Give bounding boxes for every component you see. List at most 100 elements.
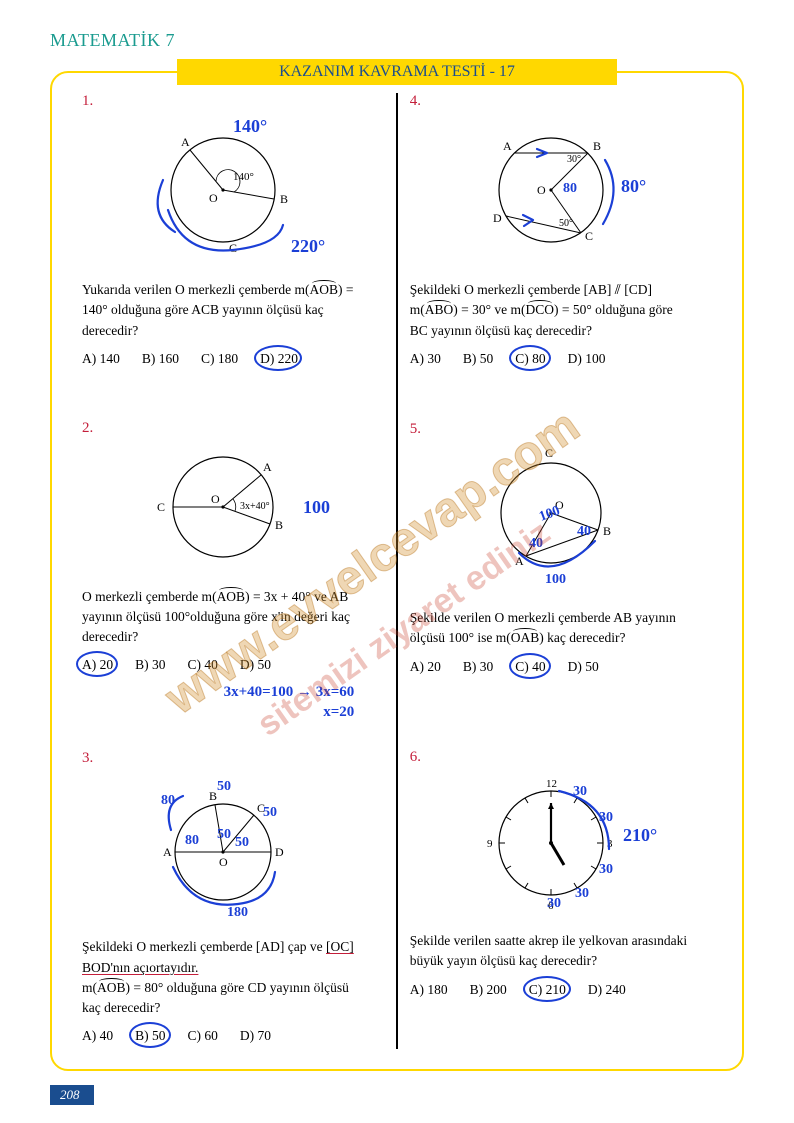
question-4: 4. A B C D: [410, 93, 712, 393]
q2-text: O merkezli çemberde m(AOB) = 3x + 40° ve…: [82, 587, 364, 648]
q3-opt-a: A) 40: [82, 1028, 113, 1044]
svg-text:210°: 210°: [623, 825, 657, 845]
q5-opt-b: B) 30: [463, 659, 493, 675]
q4-number: 4.: [410, 93, 428, 110]
test-banner: KAZANIM KAVRAMA TESTİ - 17: [177, 59, 617, 85]
q4-opt-a: A) 30: [410, 351, 441, 367]
question-5: 5. A B C O 100: [410, 421, 712, 721]
svg-text:30: 30: [573, 784, 587, 799]
question-6: 6.: [410, 749, 712, 1049]
q2-opt-a: A) 20: [82, 657, 113, 673]
svg-text:C: C: [157, 500, 165, 514]
svg-text:50: 50: [217, 827, 231, 842]
svg-text:D: D: [275, 845, 284, 859]
svg-text:140°: 140°: [233, 171, 254, 183]
q5-opt-d: D) 50: [568, 659, 599, 675]
q6-opt-c: C) 210: [529, 982, 566, 998]
q5-opt-a: A) 20: [410, 659, 441, 675]
svg-text:A: A: [163, 845, 172, 859]
q2-diagram: A B C O 3x+40° 100: [82, 442, 364, 577]
svg-text:30: 30: [547, 896, 561, 911]
header-subject: MATEMATİK 7: [50, 30, 744, 51]
q2-penwork: 3x+40=100 → 3x=60x=20: [82, 683, 364, 722]
q4-options: A) 30 B) 50 C) 80 D) 100: [410, 351, 692, 367]
q5-diagram: A B C O 100 40 40 100: [410, 443, 692, 598]
svg-text:B: B: [603, 524, 611, 538]
svg-text:50: 50: [235, 835, 249, 850]
svg-text:3x+40°: 3x+40°: [240, 501, 270, 512]
q6-diagram: 12 3 6 9 210° 30 30 30: [410, 771, 692, 921]
svg-text:A: A: [503, 139, 512, 153]
svg-text:A: A: [263, 460, 272, 474]
q1-diagram: A B C O 140° 140° 220°: [82, 115, 364, 270]
svg-text:O: O: [209, 191, 218, 205]
q2-options: A) 20 B) 30 C) 40 D) 50: [82, 657, 364, 673]
svg-text:9: 9: [487, 838, 493, 850]
q1-opt-b: B) 160: [142, 351, 179, 367]
question-2: 2. A B C O: [82, 420, 384, 723]
q6-number: 6.: [410, 749, 428, 766]
svg-text:50°: 50°: [559, 218, 573, 229]
q4-opt-b: B) 50: [463, 351, 493, 367]
q4-text: Şekildeki O merkezli çemberde [AB] ⫽ [CD…: [410, 280, 692, 341]
content-frame: 1. A B C O 140°: [50, 71, 744, 1071]
svg-text:50: 50: [217, 779, 231, 794]
q1-text: Yukarıda verilen O merkezli çemberde m(A…: [82, 280, 364, 341]
q6-text: Şekilde verilen saatte akrep ile yelkova…: [410, 931, 692, 972]
q2-opt-d: D) 50: [240, 657, 271, 673]
q2-opt-c: C) 40: [188, 657, 218, 673]
svg-text:30: 30: [599, 810, 613, 825]
q6-opt-a: A) 180: [410, 982, 448, 998]
q3-opt-b: B) 50: [135, 1028, 165, 1044]
svg-text:180: 180: [227, 905, 248, 920]
q1-number: 1.: [82, 93, 100, 110]
svg-text:80: 80: [161, 793, 175, 808]
q6-opt-b: B) 200: [470, 982, 507, 998]
svg-text:30: 30: [575, 886, 589, 901]
svg-text:100: 100: [545, 572, 566, 587]
q3-options: A) 40 B) 50 C) 60 D) 70: [82, 1028, 364, 1044]
svg-text:C: C: [585, 229, 593, 243]
svg-text:80°: 80°: [621, 176, 646, 196]
q4-opt-c: C) 80: [515, 351, 545, 367]
svg-text:C: C: [229, 241, 237, 255]
left-column: 1. A B C O 140°: [70, 93, 396, 1049]
q3-diagram: A B C D O 80 50 50 80 50 50 180: [82, 772, 364, 927]
q4-diagram: A B C D O 30° 50° 80 80°: [410, 115, 692, 270]
svg-text:O: O: [219, 855, 228, 869]
svg-text:80: 80: [185, 833, 199, 848]
q3-text: Şekildeki O merkezli çemberde [AD] çap v…: [82, 937, 364, 1018]
svg-text:B: B: [275, 518, 283, 532]
svg-text:80: 80: [563, 181, 577, 196]
svg-text:100: 100: [303, 497, 330, 517]
q6-options: A) 180 B) 200 C) 210 D) 240: [410, 982, 692, 998]
q1-opt-a: A) 140: [82, 351, 120, 367]
svg-text:C: C: [545, 446, 553, 460]
svg-text:D: D: [493, 211, 502, 225]
q3-number: 3.: [82, 750, 100, 767]
svg-text:B: B: [593, 139, 601, 153]
svg-text:12: 12: [546, 778, 557, 790]
svg-text:B: B: [209, 789, 217, 803]
svg-text:O: O: [537, 183, 546, 197]
q1-opt-d: D) 220: [260, 351, 298, 367]
q4-opt-d: D) 100: [568, 351, 606, 367]
q5-text: Şekilde verilen O merkezli çemberde AB y…: [410, 608, 692, 649]
q2-opt-b: B) 30: [135, 657, 165, 673]
svg-text:140°: 140°: [233, 116, 267, 136]
question-1: 1. A B C O 140°: [82, 93, 384, 392]
q5-number: 5.: [410, 421, 428, 438]
svg-text:A: A: [181, 135, 190, 149]
q1-options: A) 140 B) 160 C) 180 D) 220: [82, 351, 364, 367]
svg-text:O: O: [211, 492, 220, 506]
question-3: 3. A B C D O: [82, 750, 384, 1049]
svg-text:30°: 30°: [567, 154, 581, 165]
q3-opt-d: D) 70: [240, 1028, 271, 1044]
svg-text:50: 50: [263, 805, 277, 820]
q1-opt-c: C) 180: [201, 351, 238, 367]
svg-text:40: 40: [529, 536, 543, 551]
svg-text:220°: 220°: [291, 236, 325, 256]
q5-options: A) 20 B) 30 C) 40 D) 50: [410, 659, 692, 675]
q5-opt-c: C) 40: [515, 659, 545, 675]
q2-number: 2.: [82, 420, 100, 437]
